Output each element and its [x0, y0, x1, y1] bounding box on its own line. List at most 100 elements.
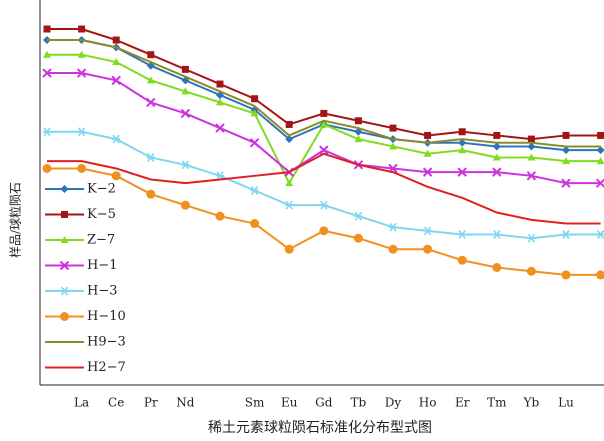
marker — [458, 230, 467, 240]
legend-label: K−2 — [87, 182, 116, 197]
marker — [146, 97, 156, 108]
marker — [112, 36, 120, 44]
series-line — [47, 152, 601, 225]
x-tick-label: Ho — [419, 396, 437, 410]
marker — [354, 211, 363, 221]
marker — [423, 149, 432, 157]
y-axis-label: 样品/球粒陨石 — [8, 182, 23, 258]
marker — [60, 312, 69, 321]
series-line — [47, 39, 601, 152]
marker — [181, 65, 189, 73]
marker — [596, 146, 604, 155]
x-tick-label: La — [74, 396, 89, 410]
marker — [285, 200, 294, 210]
marker — [354, 117, 362, 125]
x-tick-label: Eu — [281, 396, 298, 410]
x-tick-label: Er — [455, 396, 470, 410]
marker — [561, 178, 571, 188]
marker — [181, 160, 190, 170]
marker — [353, 233, 363, 243]
marker — [146, 189, 156, 199]
legend-label: H9−3 — [87, 335, 126, 350]
legend-label: H−10 — [87, 309, 126, 324]
x-axis-label: 稀土元素球粒陨石标准化分布型式图 — [208, 420, 432, 436]
marker — [458, 128, 466, 136]
marker — [320, 109, 328, 117]
marker — [424, 131, 432, 139]
marker — [423, 226, 432, 236]
marker — [354, 135, 363, 143]
x-tick-label: Lu — [558, 396, 574, 410]
marker — [249, 138, 260, 148]
marker — [492, 142, 501, 151]
series-line — [47, 130, 601, 240]
legend-label: H−3 — [87, 284, 118, 299]
marker — [492, 167, 502, 177]
marker — [562, 146, 570, 155]
marker — [596, 270, 604, 280]
marker — [60, 286, 69, 296]
marker — [457, 255, 467, 265]
x-tick-label: Sm — [245, 396, 265, 410]
marker — [389, 142, 397, 150]
marker — [77, 50, 86, 58]
marker — [111, 75, 121, 86]
marker — [43, 25, 51, 33]
marker — [319, 120, 328, 128]
marker — [527, 233, 536, 243]
marker — [250, 109, 259, 117]
marker — [562, 230, 570, 240]
marker — [42, 163, 52, 173]
marker — [60, 185, 69, 193]
marker — [147, 51, 155, 59]
marker — [216, 98, 224, 106]
marker — [389, 124, 397, 132]
marker — [526, 266, 536, 276]
marker — [527, 142, 536, 151]
marker — [180, 200, 190, 210]
x-tick-label: Ce — [108, 396, 124, 410]
marker — [492, 230, 501, 240]
marker — [146, 76, 155, 84]
marker — [216, 80, 224, 88]
marker — [423, 244, 433, 254]
marker — [146, 152, 155, 162]
marker — [250, 219, 260, 229]
legend-label: K−5 — [87, 207, 116, 222]
marker — [595, 178, 604, 188]
marker — [251, 95, 259, 103]
x-tick-label: Gd — [315, 396, 333, 410]
marker — [562, 131, 570, 139]
marker — [285, 120, 293, 128]
marker — [77, 163, 87, 173]
legend-label: H−1 — [87, 258, 118, 273]
marker — [180, 108, 191, 119]
marker — [78, 25, 86, 33]
marker — [319, 200, 328, 210]
marker — [492, 153, 501, 161]
marker — [61, 211, 68, 218]
marker — [215, 123, 225, 133]
marker — [111, 171, 121, 181]
marker — [597, 131, 604, 139]
marker — [215, 211, 225, 221]
marker — [458, 138, 467, 147]
marker — [493, 131, 501, 139]
marker — [284, 244, 294, 254]
marker — [285, 135, 294, 144]
marker — [526, 171, 537, 181]
marker — [285, 179, 294, 187]
marker — [457, 167, 467, 177]
marker — [43, 50, 51, 58]
x-tick-label: Tm — [487, 396, 507, 410]
marker — [60, 236, 69, 243]
marker — [250, 186, 259, 195]
marker — [596, 157, 604, 165]
marker — [596, 230, 604, 240]
marker — [77, 127, 86, 137]
x-tick-label: Dy — [385, 396, 402, 410]
marker — [562, 157, 570, 165]
marker — [492, 263, 502, 273]
marker — [112, 58, 121, 66]
marker — [561, 270, 571, 280]
